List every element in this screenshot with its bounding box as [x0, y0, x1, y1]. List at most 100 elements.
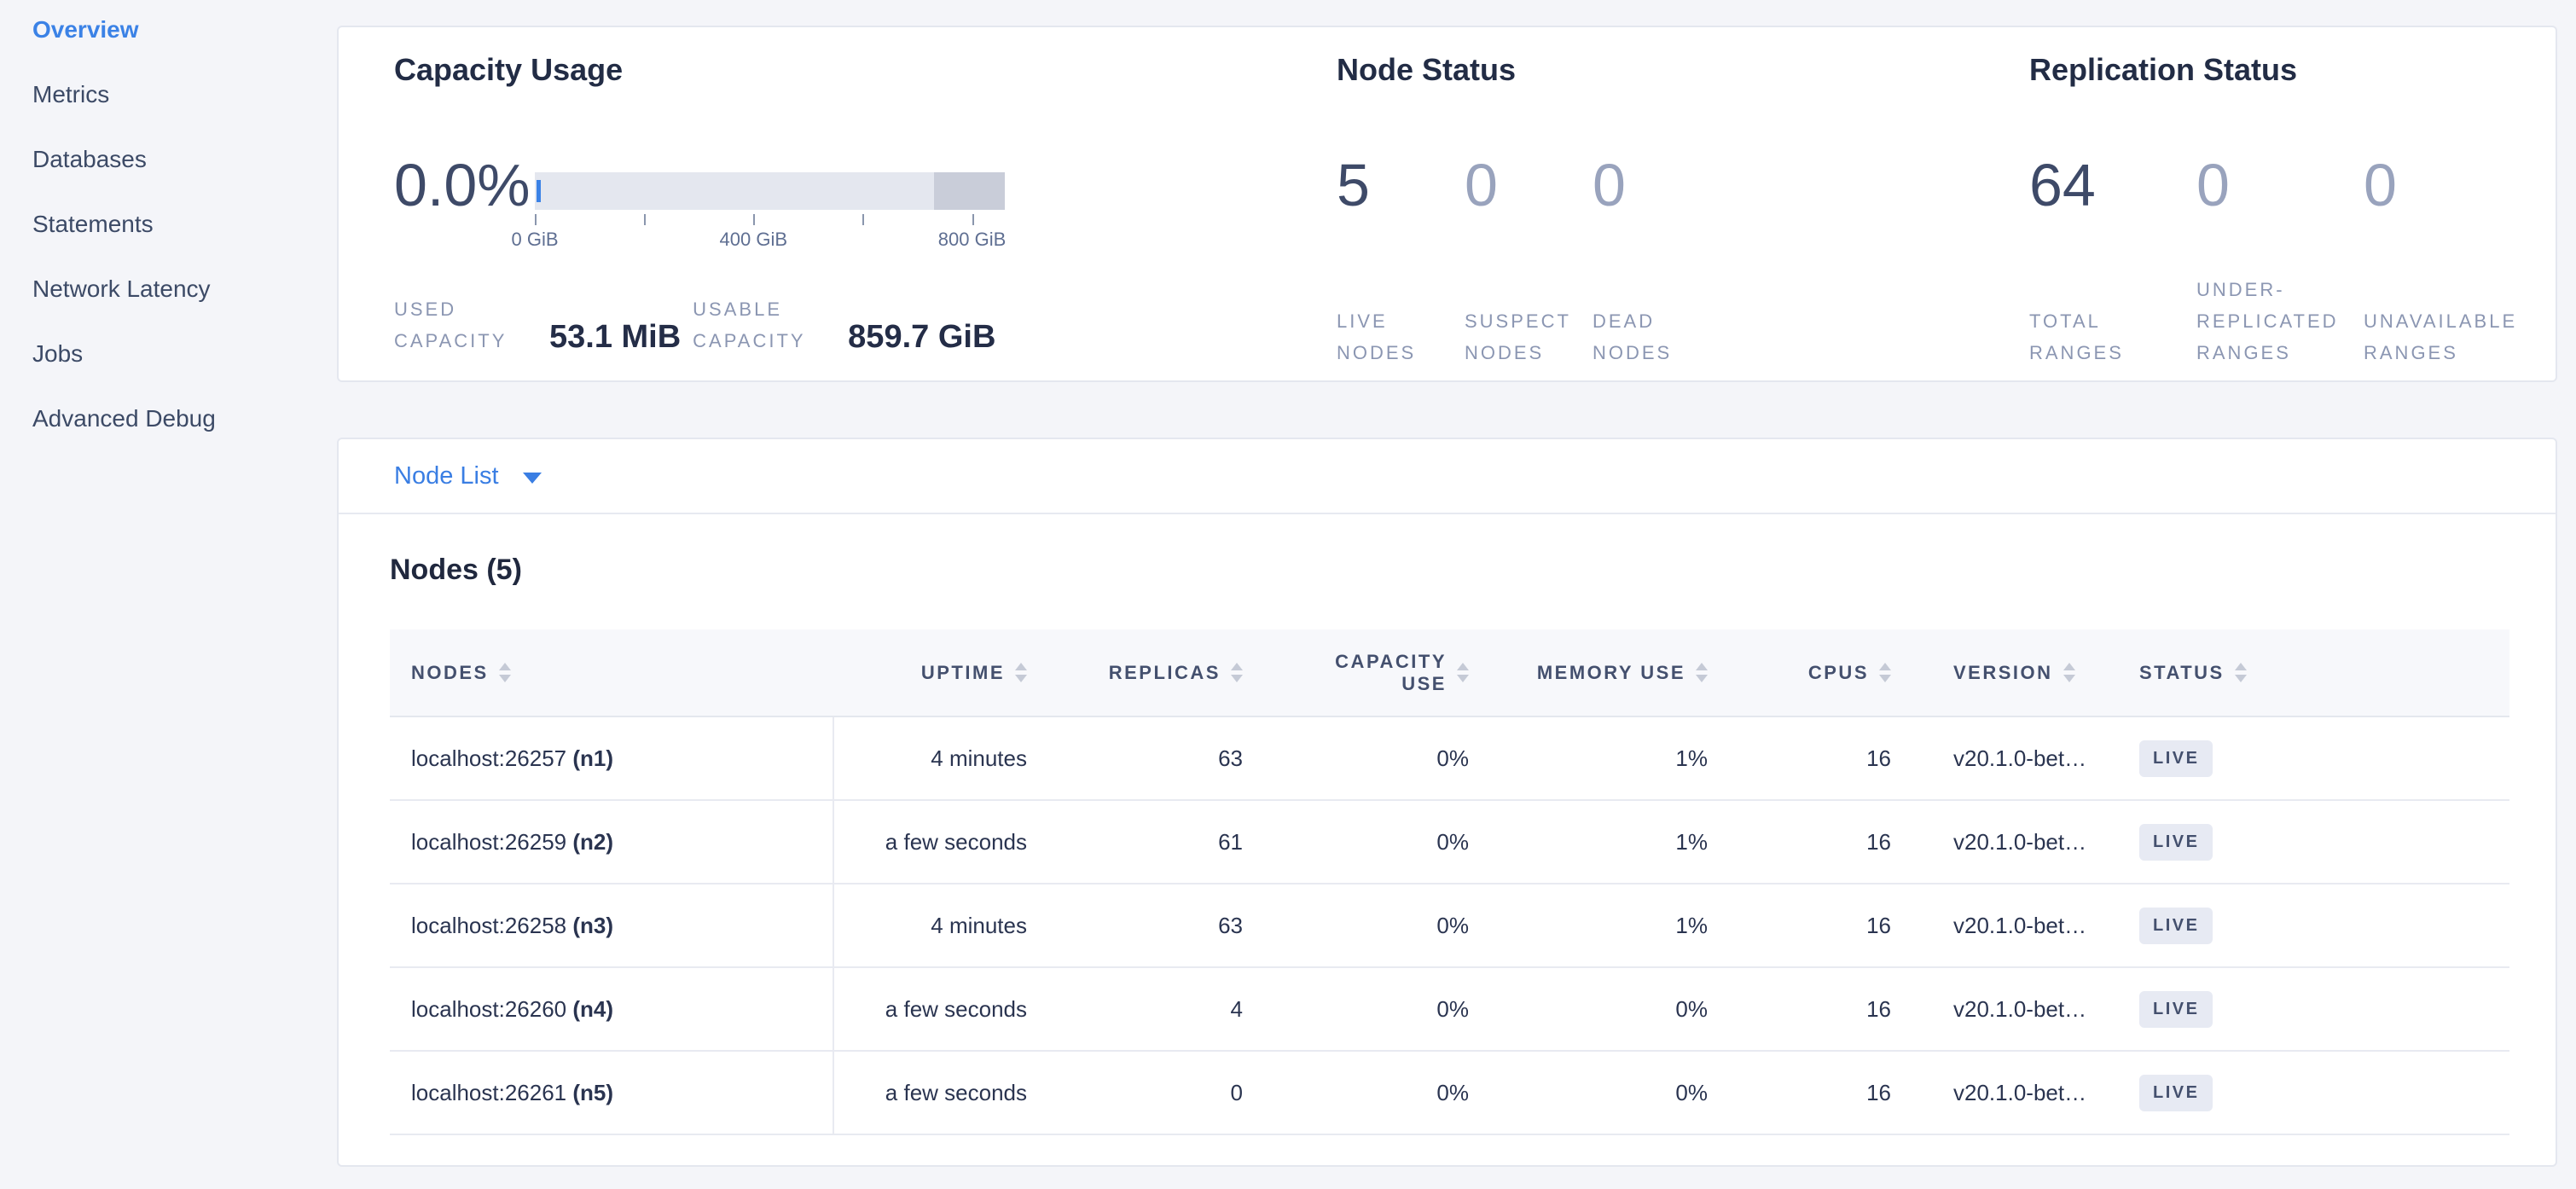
capacity-use-cell: 0%: [1285, 716, 1511, 801]
version-cell: v20.1.0-bet…: [1934, 1051, 2126, 1135]
memory-use-cell: 1%: [1511, 716, 1750, 801]
node-list-dropdown-label: Node List: [394, 461, 499, 490]
node-address: localhost:26257: [411, 745, 567, 771]
memory-use-cell: 0%: [1511, 967, 1750, 1052]
column-header-memory-use[interactable]: MEMORY USE: [1511, 629, 1750, 717]
dead-nodes-figure: 0 DEAD NODES: [1593, 150, 1720, 368]
cpus-cell: 16: [1750, 967, 1934, 1052]
under-replicated-figure: 0 UNDER-REPLICATED RANGES: [2196, 150, 2364, 368]
uptime-cell: 4 minutes: [833, 884, 1070, 968]
usable-capacity-label: USABLE CAPACITY: [693, 299, 806, 351]
axis-tick: [644, 214, 647, 225]
column-label: VERSION: [1953, 661, 2053, 683]
node-link[interactable]: localhost:26257 (n1): [411, 745, 613, 771]
column-label: MEMORY USE: [1536, 661, 1685, 683]
under-replicated-count: 0: [2196, 152, 2230, 218]
sort-icon[interactable]: [2063, 663, 2075, 682]
status-badge: LIVE: [2139, 1074, 2213, 1111]
unavailable-ranges-count: 0: [2364, 152, 2397, 218]
column-label: STATUS: [2139, 661, 2225, 683]
axis-label: 800 GiB: [937, 229, 1007, 250]
replication-status-section: Replication Status 64 TOTAL RANGES 0 UND…: [2029, 51, 2556, 380]
suspect-nodes-count: 0: [1465, 152, 1498, 218]
memory-use-cell: 0%: [1511, 1051, 1750, 1135]
column-label: REPLICAS: [1108, 661, 1221, 683]
node-link[interactable]: localhost:26261 (n5): [411, 1080, 613, 1105]
capacity-bar: [535, 172, 1005, 210]
version-cell: v20.1.0-bet…: [1934, 716, 2126, 801]
sort-icon[interactable]: [1231, 663, 1243, 682]
capacity-axis: [535, 210, 1005, 225]
column-label: NODES: [411, 661, 489, 683]
sidebar-item-metrics[interactable]: Metrics: [32, 81, 110, 107]
node-link[interactable]: localhost:26258 (n3): [411, 913, 613, 938]
node-id: (n1): [572, 745, 614, 771]
replication-figures: 64 TOTAL RANGES 0 UNDER-REPLICATED RANGE…: [2029, 150, 2556, 368]
column-label: CPUS: [1807, 661, 1869, 683]
capacity-usage-title: Capacity Usage: [394, 52, 624, 87]
usable-capacity-value: 859.7 GiB: [848, 319, 996, 355]
table-row: localhost:26258 (n3) 4 minutes 63 0% 1% …: [390, 884, 2509, 968]
sidebar-item-databases[interactable]: Databases: [32, 146, 147, 172]
sidebar-item-jobs[interactable]: Jobs: [32, 340, 84, 367]
column-header-nodes[interactable]: NODES: [390, 629, 833, 717]
sort-icon[interactable]: [1015, 663, 1027, 682]
sidebar-item-statements[interactable]: Statements: [32, 211, 154, 237]
sort-icon[interactable]: [498, 663, 511, 682]
uptime-cell: 4 minutes: [833, 716, 1070, 801]
nodes-table: NODES UPTIME REPLICAS CAPACIT: [390, 629, 2509, 1135]
column-header-status[interactable]: STATUS: [2126, 629, 2509, 717]
column-header-capacity-use[interactable]: CAPACITY USE: [1285, 629, 1511, 717]
sort-icon[interactable]: [1879, 663, 1891, 682]
node-list-bar: Node List: [339, 439, 2556, 514]
used-capacity-mark: [537, 180, 541, 202]
replicas-cell: 63: [1070, 716, 1285, 801]
dead-nodes-count: 0: [1593, 152, 1626, 218]
node-list-card: Node List Nodes (5) NODES: [337, 438, 2557, 1167]
column-header-cpus[interactable]: CPUS: [1750, 629, 1934, 717]
cpus-cell: 16: [1750, 800, 1934, 884]
uptime-cell: a few seconds: [833, 800, 1070, 884]
axis-tick: [753, 214, 756, 225]
capacity-bar-chart: 0 GiB 400 GiB 800 GiB: [511, 150, 1007, 254]
version-cell: v20.1.0-bet…: [1934, 884, 2126, 968]
node-list-dropdown[interactable]: Node List: [394, 462, 542, 490]
replication-status-title: Replication Status: [2029, 52, 2298, 87]
node-id: (n5): [572, 1079, 614, 1105]
column-label: CAPACITY USE: [1335, 650, 1447, 694]
node-link[interactable]: localhost:26259 (n2): [411, 829, 613, 855]
axis-tick: [972, 214, 974, 225]
column-header-uptime[interactable]: UPTIME: [833, 629, 1070, 717]
column-header-version[interactable]: VERSION: [1934, 629, 2126, 717]
capacity-usage-section: Capacity Usage 0.0%: [394, 51, 1337, 380]
sidebar-item-overview[interactable]: Overview: [32, 16, 139, 43]
unavailable-ranges-figure: 0 UNAVAILABLE RANGES: [2364, 150, 2531, 368]
version-cell: v20.1.0-bet…: [1934, 800, 2126, 884]
node-id: (n3): [572, 912, 614, 938]
suspect-nodes-label: SUSPECT NODES: [1465, 310, 1571, 363]
sort-icon[interactable]: [2234, 663, 2247, 682]
table-row: localhost:26257 (n1) 4 minutes 63 0% 1% …: [390, 716, 2509, 801]
column-header-replicas[interactable]: REPLICAS: [1070, 629, 1285, 717]
table-row: localhost:26259 (n2) a few seconds 61 0%…: [390, 800, 2509, 884]
status-badge: LIVE: [2139, 740, 2213, 777]
node-address: localhost:26259: [411, 828, 567, 855]
replicas-cell: 61: [1070, 800, 1285, 884]
used-capacity-value: 53.1 MiB: [549, 319, 682, 355]
replicas-cell: 0: [1070, 1051, 1285, 1135]
sidebar-item-advanced-debug[interactable]: Advanced Debug: [32, 405, 216, 432]
status-badge: LIVE: [2139, 823, 2213, 861]
node-link[interactable]: localhost:26260 (n4): [411, 996, 613, 1022]
axis-tick: [862, 214, 865, 225]
cpus-cell: 16: [1750, 716, 1934, 801]
node-id: (n2): [572, 828, 614, 855]
sort-icon[interactable]: [1457, 663, 1469, 682]
status-badge: LIVE: [2139, 990, 2213, 1028]
other-usage-segment: [933, 172, 1005, 210]
capacity-axis-labels: 0 GiB 400 GiB 800 GiB: [511, 229, 1007, 254]
capacity-percent: 0.0%: [394, 152, 531, 218]
sidebar-item-network-latency[interactable]: Network Latency: [32, 276, 211, 302]
live-nodes-count: 5: [1337, 152, 1370, 218]
memory-use-cell: 1%: [1511, 800, 1750, 884]
sort-icon[interactable]: [1696, 663, 1708, 682]
